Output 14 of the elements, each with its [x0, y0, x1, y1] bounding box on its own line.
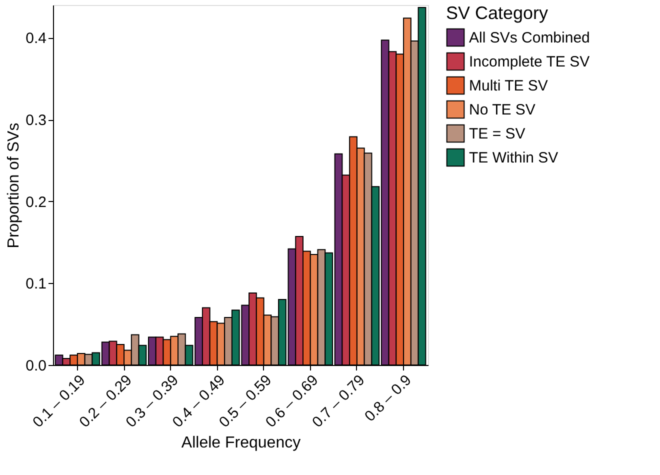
y-tick-label: 0.0: [26, 358, 46, 374]
x-axis-title: Allele Frequency: [181, 434, 301, 452]
legend-label: All SVs Combined: [469, 30, 590, 46]
legend-label: Multi TE SV: [469, 78, 548, 94]
legend-title: SV Category: [446, 3, 548, 23]
legend-label: Incomplete TE SV: [469, 54, 590, 70]
y-tick-label: 0.1: [26, 276, 46, 293]
legend-label: TE = SV: [469, 126, 526, 142]
y-tick-label: 0.3: [26, 112, 46, 130]
legend-label: No TE SV: [469, 102, 536, 118]
y-tick-label: 0.2: [26, 194, 46, 211]
y-tick-label: 0.4: [26, 30, 46, 48]
y-axis-title: Proportion of SVs: [6, 122, 23, 248]
legend-label: TE Within SV: [469, 150, 558, 166]
